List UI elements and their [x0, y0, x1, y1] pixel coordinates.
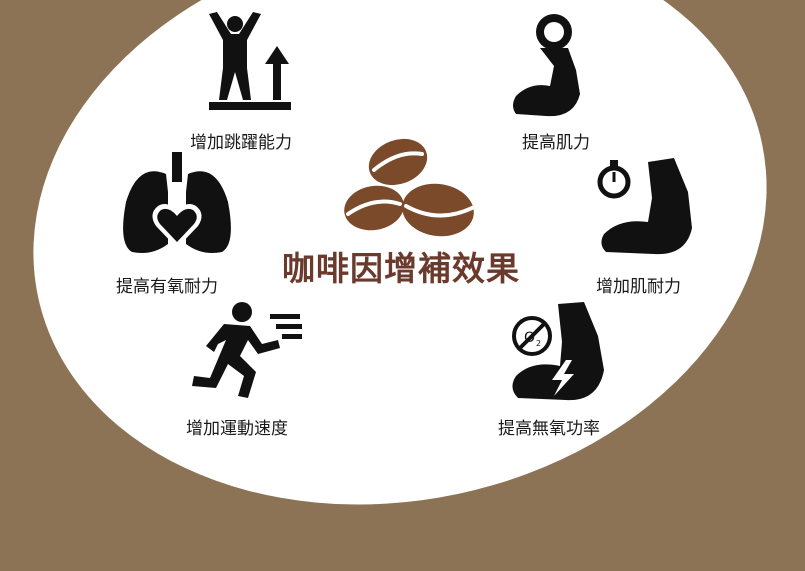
diagram-title: 咖啡因增補效果 [282, 249, 520, 288]
effect-label: 提高肌力 [522, 133, 590, 153]
effect-label: 提高有氧耐力 [116, 277, 218, 297]
effect-label: 增加運動速度 [186, 419, 288, 439]
effect-label: 增加跳躍能力 [190, 133, 292, 153]
flexed-arm-stopwatch-icon [597, 158, 692, 255]
flexed-arm-no-oxygen-icon: O 2 [512, 302, 604, 401]
coffee-beans-icon [344, 138, 474, 237]
effect-label: 增加肌耐力 [596, 277, 681, 297]
jumping-person-icon [209, 12, 291, 110]
svg-text:2: 2 [536, 339, 541, 348]
running-person-icon [192, 302, 302, 398]
flexed-arm-weight-icon [513, 14, 580, 117]
lungs-heart-icon [123, 152, 231, 253]
effect-label: 提高無氧功率 [498, 419, 600, 439]
